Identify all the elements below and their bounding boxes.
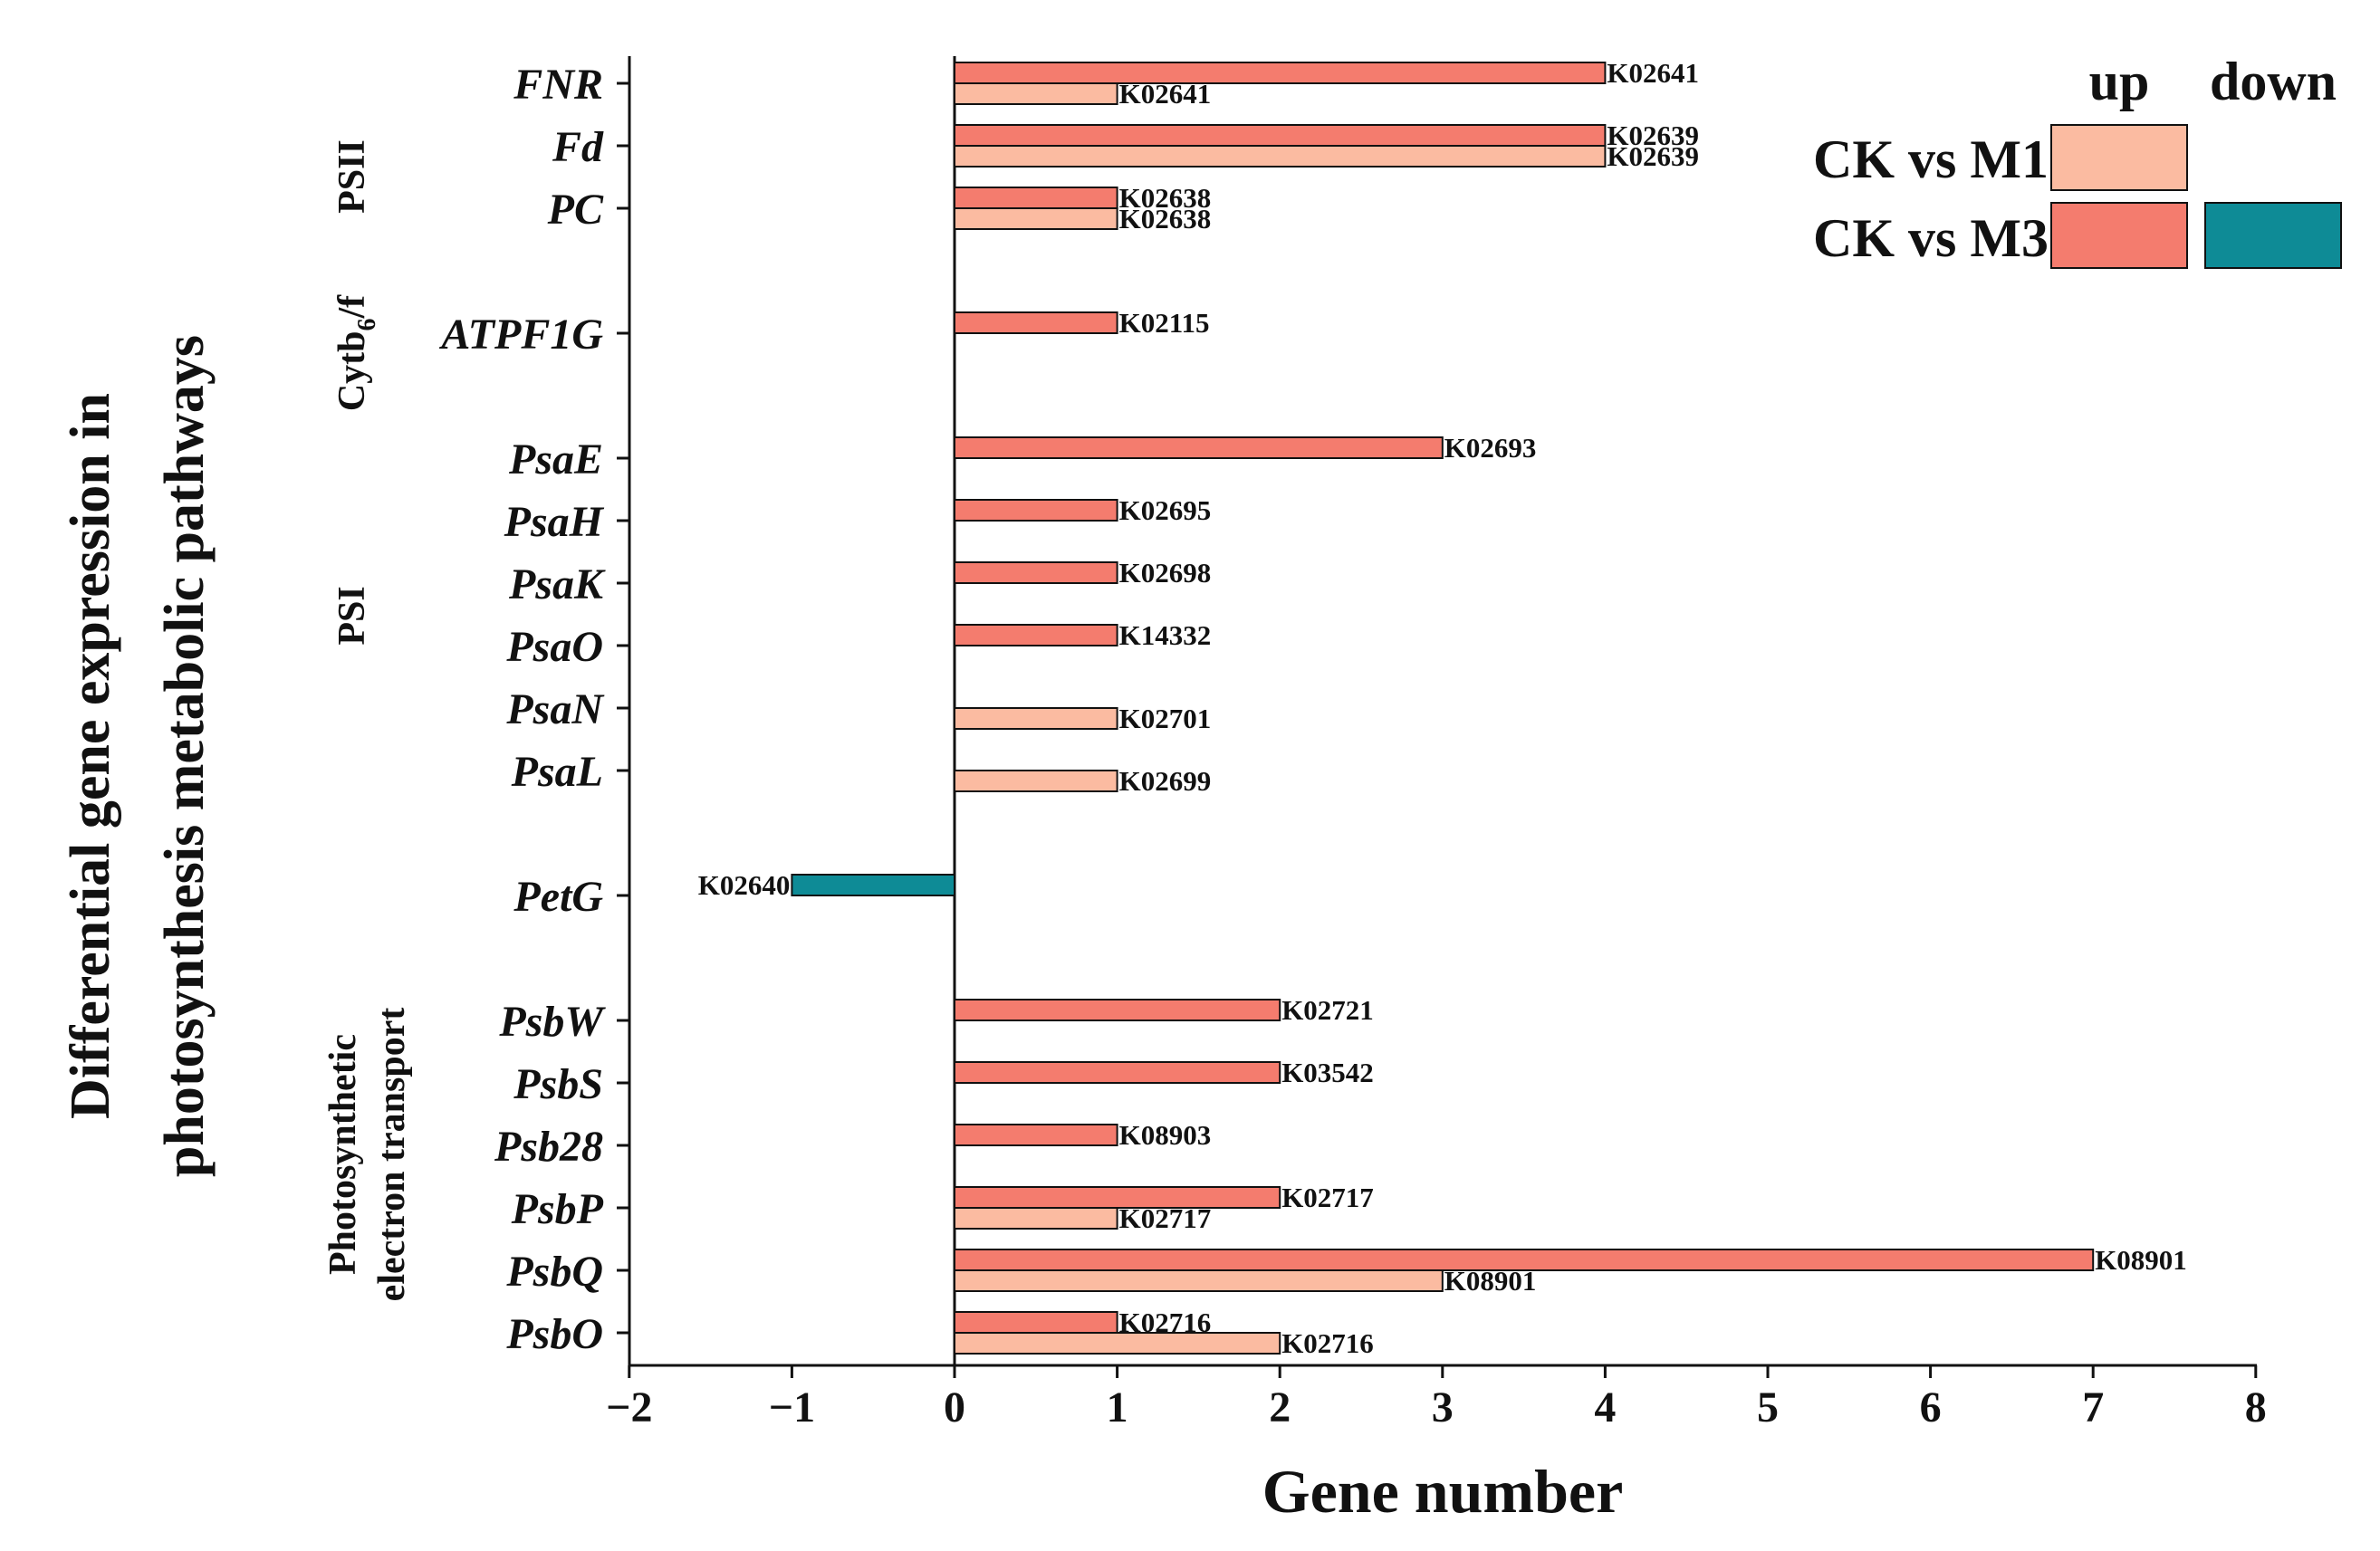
bar-m1-up-fd: [954, 145, 1607, 168]
bar-label-m3-up-psbw: K02721: [1281, 994, 1374, 1026]
bar-label-m1-up-psbo: K02716: [1281, 1327, 1374, 1359]
gene-label-psbp: PsbP: [511, 1185, 604, 1233]
legend-swatch-m3-down: [2204, 202, 2342, 269]
bar-m3-up-psb28: [954, 1124, 1118, 1146]
bar-m3-up-fnr: [954, 62, 1607, 84]
bar-label-m1-up-psal: K02699: [1119, 765, 1212, 797]
legend-row-m1: CK vs M1: [1813, 129, 2049, 189]
x-tick-label: −2: [606, 1383, 652, 1431]
group-label-electron-transport-line-2: electron transport: [371, 1008, 413, 1302]
group-label-electron-transport: Photosynthetic electron transport: [322, 1008, 413, 1302]
x-tick-label: 2: [1269, 1383, 1291, 1431]
bar-label-m1-up-psbp: K02717: [1119, 1202, 1212, 1234]
bar-label-m1-up-psan: K02701: [1119, 703, 1212, 734]
bar-label-m3-up-fd: K02639: [1607, 120, 1699, 151]
bar-label-m1-up-pc: K02638: [1119, 203, 1212, 235]
bar-m3-up-psbs: [954, 1061, 1281, 1084]
gene-label-psbs: PsbS: [513, 1060, 603, 1108]
x-tick-label: 4: [1594, 1383, 1616, 1431]
legend-col-up: up: [2089, 52, 2150, 111]
gene-label-psan: PsaN: [505, 685, 605, 733]
bar-label-m3-up-psbp: K02717: [1281, 1182, 1374, 1213]
bar-label-m3-up-psah: K02695: [1119, 494, 1212, 526]
gene-label-psak: PsaK: [508, 560, 606, 608]
bar-label-m1-up-fd: K02639: [1607, 140, 1699, 172]
bar-m3-up-psbp: [954, 1186, 1281, 1209]
bar-m1-up-psan: [954, 707, 1118, 730]
group-label-cytb6f-sub: 6: [353, 318, 381, 330]
bar-label-m3-up-fnr: K02641: [1607, 57, 1699, 89]
gene-label-pc: PC: [547, 186, 604, 234]
legend-col-down: down: [2210, 52, 2337, 111]
bar-m1-up-pc: [954, 207, 1118, 230]
bar-label-m3-up-psae: K02693: [1444, 432, 1537, 464]
bar-m3-up-psak: [954, 561, 1118, 584]
bar-m3-up-psao: [954, 624, 1118, 646]
bars: K02641 K02639 K02638 K02115 K02693 K02695 K026…: [698, 57, 2187, 1359]
bar-m3-up-psae: [954, 436, 1444, 459]
gene-label-atpf1g: ATPF1G: [438, 311, 603, 359]
x-axis-title: Gene number: [1262, 1457, 1624, 1526]
bar-m3-up-psah: [954, 499, 1118, 522]
gene-label-psae: PsaE: [508, 436, 603, 483]
bar-label-m3-up-psb28: K08903: [1119, 1119, 1212, 1151]
bar-m3-up-fd: [954, 124, 1607, 147]
gene-label-petg: PetG: [513, 873, 603, 921]
bar-label-m1-up-fnr: K02641: [1119, 78, 1212, 110]
gene-label-psbo: PsbO: [505, 1310, 603, 1358]
bar-label-m3-up-pc: K02638: [1119, 182, 1212, 214]
x-tick-label: 5: [1757, 1383, 1779, 1431]
legend-swatch-m1-up: [2050, 124, 2188, 191]
bar-label-m1-up-psbq: K08901: [1444, 1265, 1537, 1297]
bar-m3-up-atpf1g: [954, 311, 1118, 334]
gene-label-psb28: Psb28: [494, 1123, 603, 1171]
gene-label-psbq: PsbQ: [505, 1248, 603, 1296]
gene-label-psah: PsaH: [504, 498, 605, 546]
bar-m3-up-psbw: [954, 999, 1281, 1021]
legend: up down CK vs M1 CK vs M3: [1813, 52, 2342, 269]
bar-m1-up-psbp: [954, 1207, 1118, 1230]
bar-label-m3-up-psao: K14332: [1119, 619, 1212, 651]
bar-m1-up-psbo: [954, 1332, 1281, 1355]
bar-m3-up-psbo: [954, 1311, 1118, 1334]
group-label-electron-transport-line-1: Photosynthetic: [322, 1034, 364, 1275]
x-tick-label: 6: [1920, 1383, 1942, 1431]
bar-label-m3-up-psbs: K03542: [1281, 1057, 1374, 1088]
bar-label-m3-down-petg: K02640: [698, 869, 791, 901]
x-tick-label: 0: [944, 1383, 965, 1431]
x-tick-label: −1: [769, 1383, 815, 1431]
x-tick-label: 8: [2245, 1383, 2267, 1431]
x-tick-label: 7: [2082, 1383, 2104, 1431]
gene-label-psao: PsaO: [505, 623, 603, 671]
y-axis-title-line-1: Differential gene expression in: [60, 393, 121, 1119]
group-label-psi: PSI: [331, 586, 373, 645]
legend-row-m3: CK vs M3: [1813, 208, 2049, 268]
legend-swatch-m3-up: [2050, 202, 2188, 269]
gene-label-fnr: FNR: [513, 61, 603, 109]
x-tick-label: 3: [1432, 1383, 1454, 1431]
group-label-cytb6f: Cytb6/f: [331, 294, 381, 411]
gene-label-psbw: PsbW: [498, 998, 606, 1046]
bar-m1-up-psal: [954, 770, 1118, 792]
gene-label-fd: Fd: [552, 123, 604, 171]
y-axis-ticks: FNR Fd PC ATPF1G PsaE PsaH PsaK PsaO PsaN PsaL Pet…: [438, 61, 629, 1358]
bar-label-m3-up-atpf1g: K02115: [1119, 307, 1210, 339]
bar-m1-up-fnr: [954, 82, 1118, 105]
y-axis-title-line-2: photosynthesis metabolic pathways: [154, 335, 216, 1177]
group-label-cytb6f-suffix: /f: [331, 294, 373, 320]
bar-m3-up-pc: [954, 187, 1118, 209]
y-axis-title: Differential gene expression in photosyn…: [60, 335, 216, 1177]
bar-m3-up-psbq: [954, 1249, 2095, 1271]
x-tick-label: 1: [1107, 1383, 1128, 1431]
group-label-cytb6f-main: Cytb: [331, 330, 373, 411]
x-axis-ticks: −2 −1 0 1 2 3 4 5 6 7 8: [606, 1365, 2267, 1431]
bar-m1-up-psbq: [954, 1269, 1444, 1292]
gene-label-psal: PsaL: [511, 748, 603, 796]
bar-label-m3-up-psak: K02698: [1119, 557, 1212, 589]
bar-m3-down-petg: [791, 874, 956, 896]
group-label-psii: PSII: [331, 139, 373, 214]
bar-label-m3-up-psbq: K08901: [2095, 1244, 2187, 1276]
